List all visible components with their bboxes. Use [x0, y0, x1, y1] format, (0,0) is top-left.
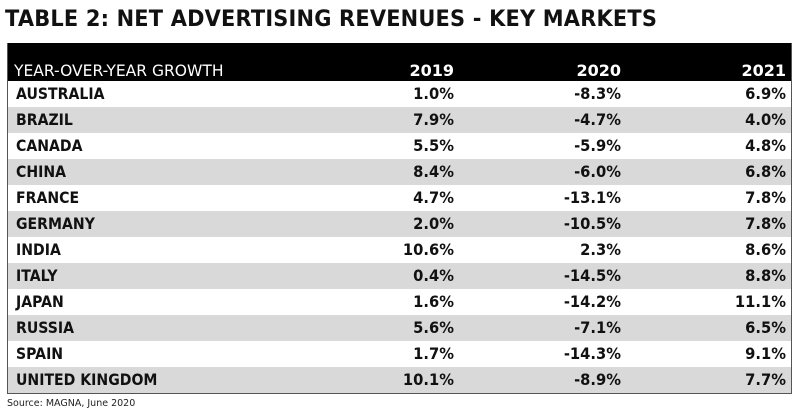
table-row: CHINA 8.4% -6.0% 6.8%	[8, 159, 791, 185]
table-row: SPAIN 1.7% -14.3% 9.1%	[8, 341, 791, 367]
header-2021: 2021	[741, 61, 786, 80]
value-2021: 9.1%	[745, 344, 786, 363]
value-2021: 7.7%	[745, 370, 786, 389]
value-2020: -10.5%	[563, 214, 621, 233]
table-row: BRAZIL 7.9% -4.7% 4.0%	[8, 107, 791, 133]
country-name: JAPAN	[16, 292, 64, 311]
table-row: FRANCE 4.7% -13.1% 7.8%	[8, 185, 791, 211]
country-name: CHINA	[16, 162, 67, 181]
country-name: FRANCE	[16, 188, 80, 207]
value-2020: -6.0%	[574, 162, 621, 181]
value-2020: -14.5%	[563, 266, 621, 285]
value-2020: -8.9%	[574, 370, 621, 389]
value-2019: 10.6%	[402, 240, 454, 259]
country-name: ITALY	[16, 266, 58, 285]
header-2019: 2019	[409, 61, 454, 80]
table-row: ITALY 0.4% -14.5% 8.8%	[8, 263, 791, 289]
value-2020: -14.3%	[563, 344, 621, 363]
value-2020: -4.7%	[574, 110, 621, 129]
growth-table: YEAR-OVER-YEAR GROWTH 2019 2020 2021 AUS…	[7, 43, 792, 394]
header-label: YEAR-OVER-YEAR GROWTH	[14, 61, 224, 80]
table-row: AUSTRALIA 1.0% -8.3% 6.9%	[8, 81, 791, 107]
value-2021: 6.5%	[745, 318, 786, 337]
value-2021: 6.8%	[745, 162, 786, 181]
value-2019: 1.0%	[413, 84, 454, 103]
table-body: AUSTRALIA 1.0% -8.3% 6.9% BRAZIL 7.9% -4.7% 4.0…	[8, 81, 791, 393]
value-2021: 7.8%	[745, 214, 786, 233]
table-row: GERMANY 2.0% -10.5% 7.8%	[8, 211, 791, 237]
value-2019: 5.6%	[413, 318, 454, 337]
value-2021: 4.8%	[745, 136, 786, 155]
value-2019: 1.7%	[413, 344, 454, 363]
country-name: BRAZIL	[16, 110, 73, 129]
value-2021: 4.0%	[745, 110, 786, 129]
value-2021: 7.8%	[745, 188, 786, 207]
source-note: Source: MAGNA, June 2020	[7, 398, 136, 409]
country-name: RUSSIA	[16, 318, 75, 337]
value-2021: 8.8%	[745, 266, 786, 285]
value-2020: -14.2%	[563, 292, 621, 311]
value-2019: 4.7%	[413, 188, 454, 207]
header-2020: 2020	[576, 61, 621, 80]
value-2020: -5.9%	[574, 136, 621, 155]
country-name: AUSTRALIA	[16, 84, 105, 103]
value-2020: -7.1%	[574, 318, 621, 337]
value-2021: 8.6%	[745, 240, 786, 259]
table-header-row: YEAR-OVER-YEAR GROWTH 2019 2020 2021	[8, 43, 791, 81]
table-row: CANADA 5.5% -5.9% 4.8%	[8, 133, 791, 159]
table-title: TABLE 2: NET ADVERTISING REVENUES - KEY …	[5, 6, 658, 32]
table-row: RUSSIA 5.6% -7.1% 6.5%	[8, 315, 791, 341]
value-2020: -13.1%	[563, 188, 621, 207]
country-name: GERMANY	[16, 214, 95, 233]
table-row: INDIA 10.6% 2.3% 8.6%	[8, 237, 791, 263]
value-2019: 10.1%	[402, 370, 454, 389]
country-name: SPAIN	[16, 344, 64, 363]
country-name: UNITED KINGDOM	[16, 370, 158, 389]
country-name: INDIA	[16, 240, 61, 259]
value-2019: 5.5%	[413, 136, 454, 155]
value-2019: 1.6%	[413, 292, 454, 311]
value-2019: 7.9%	[413, 110, 454, 129]
value-2019: 8.4%	[413, 162, 454, 181]
value-2021: 6.9%	[745, 84, 786, 103]
value-2021: 11.1%	[734, 292, 786, 311]
table-row: JAPAN 1.6% -14.2% 11.1%	[8, 289, 791, 315]
value-2020: -8.3%	[574, 84, 621, 103]
table-row: UNITED KINGDOM 10.1% -8.9% 7.7%	[8, 367, 791, 393]
value-2019: 2.0%	[413, 214, 454, 233]
country-name: CANADA	[16, 136, 83, 155]
value-2019: 0.4%	[413, 266, 454, 285]
value-2020: 2.3%	[580, 240, 621, 259]
